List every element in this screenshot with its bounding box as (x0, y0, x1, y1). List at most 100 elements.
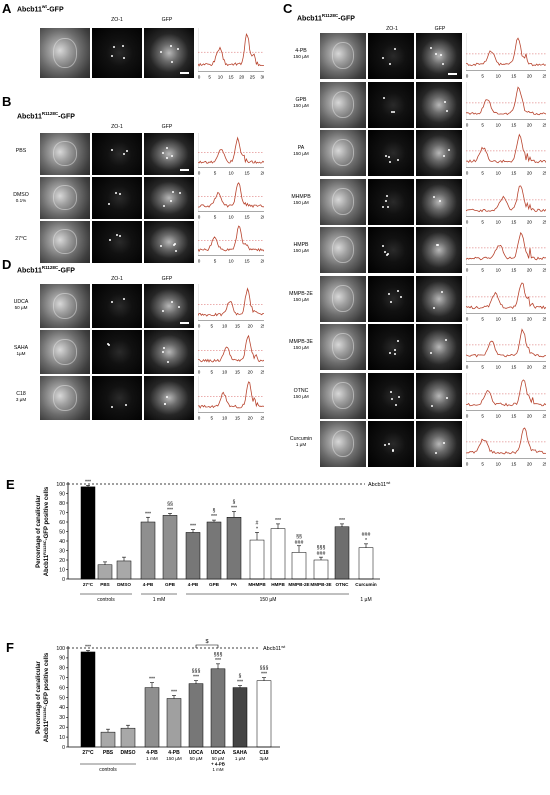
group-label: controls (97, 597, 115, 603)
zo1-image (368, 178, 414, 225)
profile-tick-label: 0 (198, 416, 201, 421)
row-label-name: OTNC (293, 387, 309, 394)
signal-dot (391, 449, 394, 452)
signal-dot (387, 155, 390, 158)
profile-plot: 0 5 10 15 20 (198, 221, 264, 264)
row-label: HMPB 150 µM (282, 242, 320, 254)
category-label: 4-PB (168, 750, 180, 756)
signal-dot (113, 46, 116, 49)
profile-tick-label: 0 (198, 75, 201, 80)
signal-dot (111, 301, 114, 304)
scale-bar (180, 72, 189, 74)
row-label: Curcumin 1 µM (282, 436, 320, 448)
row-label: 27°C (2, 236, 40, 242)
profile-tick-label: 20 (527, 316, 533, 321)
row-label-dose: 150 µM (293, 54, 309, 59)
gfp-image (416, 275, 462, 322)
cell-outline (331, 381, 355, 409)
intensity-profile-line (198, 182, 264, 209)
profile-tick-label: 20 (248, 416, 254, 421)
signal-dot (386, 205, 389, 208)
profile-tick-label: 20 (527, 122, 533, 127)
category-label: PA (231, 582, 238, 587)
comparison-bracket (195, 644, 219, 648)
signal-dot (170, 154, 173, 157)
scale-bar (180, 169, 189, 171)
bar (100, 731, 116, 748)
intensity-profile-line (466, 427, 546, 455)
category-sublabel: 3µM (259, 756, 268, 761)
significance-mark: *** (339, 518, 345, 524)
profile-plot: 0 5 10 15 20 25 (466, 178, 546, 224)
y-tick-label: 40 (59, 539, 65, 545)
y-axis-label-line1: Percentage of canalicular (36, 494, 42, 567)
profile-tick-label: 20 (527, 171, 533, 176)
row-label-dose: 150 µM (293, 296, 309, 302)
brightfield-image (40, 177, 90, 219)
significance-mark: §§§ (192, 669, 201, 675)
signal-dot (110, 55, 113, 58)
significance-mark: *** (145, 511, 151, 517)
profile-tick-label: 10 (496, 219, 502, 224)
profile-tick-label: 10 (228, 171, 234, 176)
profile-tick-label: 15 (235, 370, 241, 375)
y-tick-label: 60 (59, 520, 65, 526)
category-label: 4-PB (146, 750, 158, 756)
zo1-image (368, 33, 414, 79)
profile-tick-label: 10 (222, 370, 228, 375)
signal-dot (383, 97, 386, 100)
signal-dot (390, 110, 393, 113)
significance-mark: *** (193, 675, 199, 681)
row-label-dose: 150 µM (293, 345, 309, 350)
gfp-image (416, 227, 462, 273)
profile-tick-label: 5 (481, 413, 484, 418)
row-label-dose: 150 µM (293, 102, 309, 108)
intensity-profile-line (466, 378, 546, 407)
cell-outline (52, 338, 77, 365)
y-axis-label-line2: Abcb11R1128C-GFP positive cells (42, 652, 50, 742)
panel-c-col-gfp: GFP (434, 26, 446, 32)
signal-dot (122, 152, 125, 155)
profile-tick-label: 5 (214, 171, 217, 176)
significance-mark: § (239, 674, 242, 680)
panel-d-label: D (2, 257, 12, 272)
bar (185, 532, 201, 580)
profile-tick-label: 0 (466, 74, 469, 79)
cell-outline (331, 333, 355, 361)
signal-dot (381, 245, 384, 248)
signal-dot (173, 243, 176, 246)
bar (80, 486, 96, 580)
profile-plot: 0 5 10 15 20 25 (466, 372, 546, 418)
panel-b-title: Abcb11R1128C-GFP (17, 111, 75, 121)
signal-dot (108, 343, 111, 346)
category-label: 27°C (82, 750, 94, 756)
signal-dot (176, 48, 179, 51)
signal-dot (396, 158, 399, 161)
category-label: PBS (100, 582, 109, 587)
cell-outline (331, 139, 355, 167)
y-tick-label: 80 (59, 501, 65, 507)
profile-tick-label: 5 (481, 365, 484, 370)
signal-dot (116, 233, 119, 236)
category-label: GPB (209, 582, 220, 587)
profile-tick-label: 10 (496, 316, 502, 321)
profile-tick-label: 5 (208, 75, 211, 80)
signal-dot (161, 151, 164, 154)
category-label: OTNC (335, 582, 349, 587)
significance-mark: *** (167, 507, 173, 513)
profile-tick-label: 0 (466, 268, 469, 273)
bar (291, 552, 307, 580)
brightfield-image (40, 133, 90, 175)
signal-dot (177, 306, 180, 309)
signal-dot (383, 443, 386, 446)
profile-tick-label: 25 (260, 370, 264, 375)
category-sublabel: 1 µM (235, 756, 245, 761)
profile-tick-label: 5 (481, 219, 484, 224)
y-tick-label: 70 (59, 676, 65, 682)
intensity-profile-line (198, 225, 264, 253)
signal-dot (389, 160, 392, 163)
row-label-name: GPB (295, 96, 307, 103)
signal-dot (111, 405, 114, 408)
profile-plot: 0 5 10 15 20 25 (466, 421, 546, 467)
row-label-name: SAHA (13, 345, 29, 351)
